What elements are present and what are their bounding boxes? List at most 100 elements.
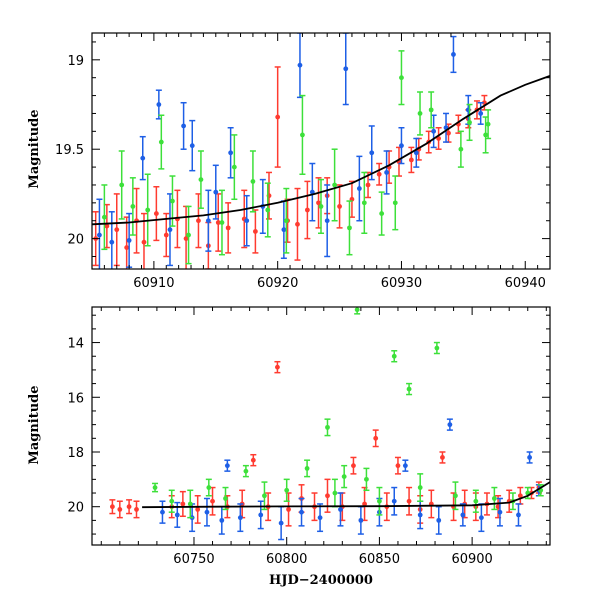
plot-frame	[91, 306, 551, 546]
series-0	[92, 66, 488, 269]
data-point	[297, 62, 303, 68]
x-tick-label: 60940	[505, 276, 546, 291]
data-point	[516, 512, 521, 518]
data-point	[109, 504, 115, 510]
plot-area	[92, 33, 550, 269]
data-point	[417, 111, 423, 116]
data-point	[140, 155, 146, 161]
data-point	[181, 123, 187, 129]
data-point	[478, 515, 484, 521]
data-point	[134, 507, 139, 512]
data-point	[205, 218, 211, 224]
data-point	[158, 139, 164, 145]
data-point	[324, 218, 330, 224]
data-point	[300, 132, 305, 138]
data-point	[446, 130, 451, 136]
data-point	[364, 476, 369, 482]
data-point	[213, 189, 219, 195]
model-curve	[92, 75, 550, 226]
data-point	[187, 501, 193, 507]
data-point	[434, 345, 440, 351]
data-point	[225, 225, 231, 231]
data-point	[119, 182, 125, 188]
data-point	[156, 102, 162, 107]
y-tick-label: 14	[67, 337, 84, 352]
data-point	[283, 218, 289, 224]
data-point	[377, 498, 382, 504]
data-point	[369, 150, 375, 156]
data-point	[237, 515, 243, 521]
data-point	[275, 114, 281, 120]
series-2	[152, 307, 544, 519]
data-point	[376, 171, 382, 177]
data-point	[224, 463, 230, 469]
data-point	[458, 146, 464, 152]
y-tick-label: 18	[67, 446, 84, 461]
data-point	[101, 214, 107, 220]
data-point	[341, 474, 347, 480]
data-point	[399, 143, 404, 149]
data-point	[343, 66, 349, 72]
y-tick-label: 20	[67, 501, 84, 516]
plot-area	[109, 307, 550, 541]
data-point	[332, 490, 338, 496]
data-point	[428, 107, 434, 113]
data-point	[365, 182, 371, 188]
data-point	[483, 132, 489, 138]
data-point	[153, 211, 159, 216]
y-tick-label: 20	[67, 233, 84, 248]
data-point	[304, 466, 310, 471]
data-point	[317, 515, 323, 521]
data-point	[204, 509, 210, 515]
data-point	[391, 498, 397, 504]
x-tick-label: 60900	[451, 552, 492, 567]
data-point	[406, 498, 412, 504]
data-point	[167, 227, 173, 233]
y-tick-label: 19.5	[55, 143, 84, 158]
data-point	[243, 468, 249, 474]
data-point	[447, 422, 453, 428]
data-point	[258, 512, 264, 518]
data-point	[295, 221, 300, 227]
data-point	[160, 509, 165, 515]
data-point	[384, 170, 390, 175]
data-point	[325, 424, 330, 430]
data-point	[354, 307, 360, 313]
data-point	[163, 232, 169, 238]
data-point	[231, 164, 237, 170]
data-point	[460, 512, 466, 518]
x-axis-label: HJD−2400000	[269, 573, 373, 588]
x-tick-label: 60750	[173, 552, 214, 567]
data-point	[517, 493, 523, 499]
data-point	[186, 232, 191, 238]
data-point	[174, 512, 180, 518]
data-point	[332, 182, 338, 188]
x-tick-label: 60850	[359, 552, 400, 567]
data-point	[252, 229, 258, 234]
series-1	[159, 418, 542, 541]
x-tick-label: 60800	[266, 552, 307, 567]
data-point	[281, 227, 287, 233]
data-point	[198, 177, 204, 183]
data-point	[206, 485, 212, 490]
data-point	[478, 111, 484, 116]
data-point	[408, 157, 414, 163]
data-point	[180, 501, 186, 507]
data-point	[250, 457, 256, 463]
data-point	[497, 509, 503, 515]
bottom-y-axis-label: Magnitude	[27, 385, 42, 464]
data-point	[399, 75, 404, 81]
top-panel: 60910 60920 60930 60940 19 19.5 20	[55, 32, 551, 291]
data-point	[431, 128, 437, 134]
data-point	[417, 485, 423, 490]
data-point	[318, 204, 324, 209]
data-point	[183, 236, 189, 242]
data-point	[250, 178, 256, 184]
data-point	[223, 496, 228, 501]
data-point	[358, 517, 364, 523]
data-point	[402, 463, 408, 469]
data-point	[451, 52, 456, 57]
y-tick-label: 16	[67, 391, 84, 406]
bottom-panel: 60750 60800 60850 60900 14 16 18 20	[67, 306, 551, 567]
data-point	[347, 225, 352, 231]
